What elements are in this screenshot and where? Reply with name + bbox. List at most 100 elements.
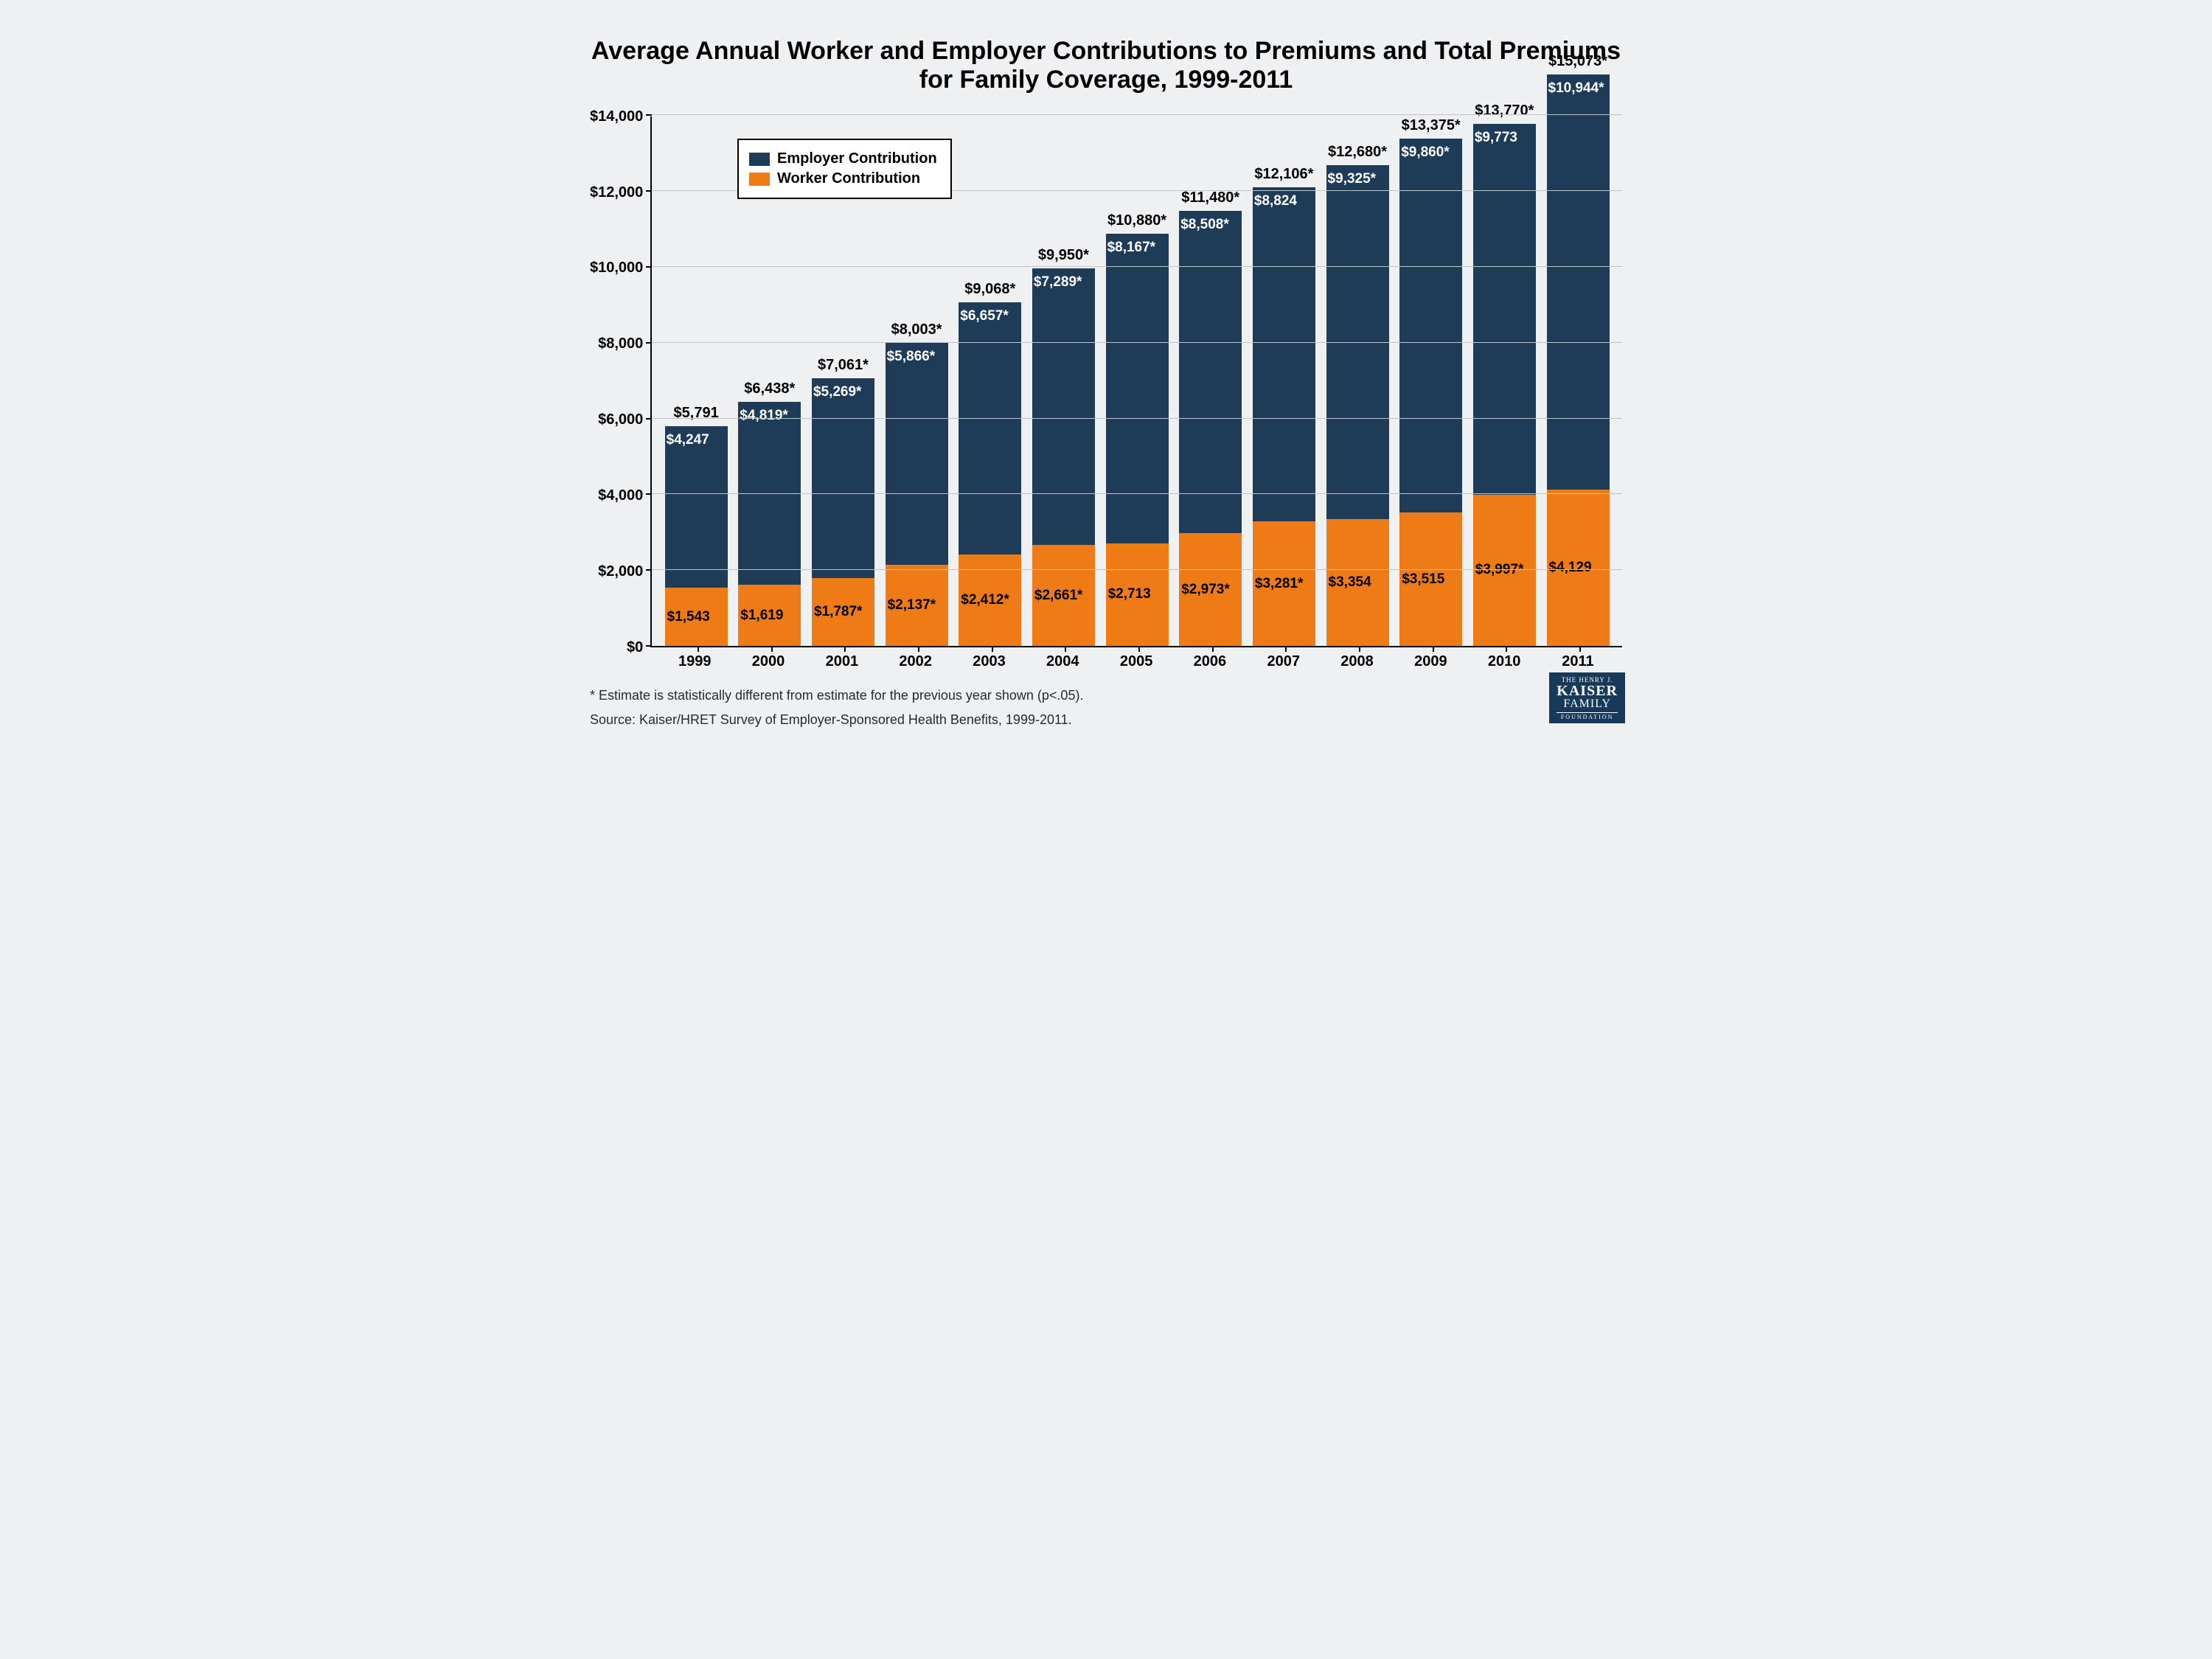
bar-stack: $4,129 $10,944* — [1547, 74, 1610, 646]
x-tick-label: 2005 — [1105, 653, 1168, 670]
logo-line-2: KAISER — [1557, 684, 1618, 698]
bar-segment-employer: $9,860* — [1399, 139, 1462, 512]
bar-group: $2,412*$6,657*$9,068* — [959, 302, 1021, 646]
x-tick-mark — [992, 646, 993, 652]
legend-item: Worker Contribution — [749, 170, 937, 187]
bar-stack: $2,973*$8,508* — [1179, 211, 1242, 646]
x-tick-label: 2000 — [737, 653, 800, 670]
employer-value-label: $6,657* — [960, 308, 1009, 324]
employer-value-label: $5,866* — [887, 349, 936, 365]
x-tick-label: 1999 — [664, 653, 726, 670]
x-tick-label: 2009 — [1399, 653, 1462, 670]
x-tick-mark — [1579, 646, 1581, 652]
worker-value-label: $1,543 — [667, 609, 710, 625]
bar-segment-employer: $8,824 — [1253, 187, 1315, 522]
bar-segment-worker: $4,129 — [1547, 490, 1610, 646]
employer-value-label: $8,824 — [1254, 193, 1297, 209]
bar-segment-worker: $2,412* — [959, 554, 1021, 646]
logo-line-4: FOUNDATION — [1557, 712, 1618, 720]
bar-group: $3,997*$9,773$13,770* — [1473, 124, 1536, 646]
x-tick-mark — [1065, 646, 1066, 652]
bar-segment-employer: $5,866* — [886, 343, 948, 566]
legend: Employer Contribution Worker Contribution — [737, 139, 952, 199]
bar-segment-worker: $2,137* — [886, 565, 948, 646]
x-tick-label: 2010 — [1473, 653, 1536, 670]
bar-segment-employer: $7,289* — [1032, 268, 1095, 545]
bar-group: $1,543$4,247$5,791 — [665, 426, 728, 646]
y-tick-mark — [646, 493, 652, 495]
employer-value-label: $4,247 — [667, 432, 709, 448]
bar-segment-employer: $6,657* — [959, 302, 1021, 554]
kaiser-logo: THE HENRY J. KAISER FAMILY FOUNDATION — [1549, 672, 1625, 723]
x-tick-mark — [918, 646, 919, 652]
bar-segment-worker: $2,973* — [1179, 533, 1242, 646]
footnote: * Estimate is statistically different fr… — [590, 688, 1622, 703]
total-value-label: $11,480* — [1181, 189, 1239, 206]
bar-segment-worker: $3,515 — [1399, 512, 1462, 646]
x-tick-label: 2006 — [1178, 653, 1241, 670]
bar-segment-worker: $2,661* — [1032, 545, 1095, 646]
total-value-label: $5,791 — [674, 405, 719, 422]
grid-line — [652, 114, 1622, 115]
grid-line — [652, 342, 1622, 343]
x-tick-label: 2011 — [1546, 653, 1609, 670]
bar-segment-worker: $3,281* — [1253, 521, 1315, 646]
worker-value-label: $3,515 — [1402, 571, 1444, 588]
worker-value-label: $3,354 — [1329, 574, 1371, 591]
bar-stack: $2,661*$7,289* — [1032, 268, 1095, 646]
x-tick-mark — [1433, 646, 1434, 652]
bar-group: $1,619$4,819*$6,438* — [738, 402, 801, 646]
y-tick-mark — [646, 418, 652, 420]
legend-item: Employer Contribution — [749, 150, 937, 167]
worker-value-label: $2,973* — [1181, 582, 1230, 598]
bar-stack: $3,354$9,325* — [1326, 165, 1389, 646]
x-tick-mark — [1359, 646, 1360, 652]
bar-stack: $1,787* $5,269* — [812, 378, 874, 646]
grid-line — [652, 569, 1622, 570]
bar-group: $3,281*$8,824$12,106* — [1253, 187, 1315, 647]
y-tick-mark — [646, 342, 652, 344]
total-value-label: $7,061* — [818, 357, 869, 374]
bar-segment-employer: $9,773 — [1473, 124, 1536, 495]
x-tick-mark — [844, 646, 846, 652]
x-tick-mark — [698, 646, 699, 652]
bar-group: $1,787*$5,269*$7,061* — [812, 378, 874, 646]
bar-group: $2,713$8,167*$10,880* — [1106, 234, 1169, 647]
x-tick-label: 2001 — [810, 653, 873, 670]
bar-stack: $2,713$8,167* — [1106, 234, 1169, 647]
bar-segment-employer: $10,944* — [1547, 74, 1610, 490]
worker-value-label: $2,412* — [961, 592, 1009, 608]
worker-value-label: $2,713 — [1108, 586, 1151, 602]
x-tick-mark — [1285, 646, 1287, 652]
bar-group: $4,129$10,944*$15,073* — [1547, 74, 1610, 646]
bar-stack: $2,412* $6,657* — [959, 302, 1021, 646]
worker-value-label: $1,619 — [740, 608, 783, 624]
chart-area: Employer Contribution Worker Contribution… — [590, 116, 1622, 670]
x-tick-label: 2002 — [884, 653, 947, 670]
bar-group: $2,661*$7,289*$9,950* — [1032, 268, 1095, 646]
source-line: Source: Kaiser/HRET Survey of Employer-S… — [590, 712, 1622, 728]
x-tick-label: 2008 — [1326, 653, 1388, 670]
employer-value-label: $10,944* — [1548, 80, 1604, 97]
legend-label: Worker Contribution — [777, 170, 920, 187]
grid-line — [652, 418, 1622, 419]
total-value-label: $6,438* — [744, 380, 795, 397]
y-tick-mark — [646, 645, 652, 647]
x-axis: 1999200020012002200320042005200620072008… — [650, 647, 1622, 670]
chart-title: Average Annual Worker and Employer Contr… — [575, 37, 1637, 94]
slide-root: Average Annual Worker and Employer Contr… — [575, 29, 1637, 728]
worker-value-label: $1,787* — [814, 604, 863, 620]
grid-line — [652, 266, 1622, 267]
worker-value-label: $3,281* — [1255, 576, 1304, 592]
bar-segment-employer: $5,269* — [812, 378, 874, 578]
legend-label: Employer Contribution — [777, 150, 937, 167]
x-tick-label: 2003 — [958, 653, 1020, 670]
employer-value-label: $9,860* — [1401, 145, 1450, 161]
bar-segment-worker: $3,997* — [1473, 495, 1536, 647]
legend-swatch — [749, 153, 770, 166]
worker-value-label: $3,997* — [1475, 562, 1524, 578]
bar-stack: $3,997* $9,773 — [1473, 124, 1536, 646]
total-value-label: $8,003* — [891, 321, 942, 338]
bar-stack: $3,281* $8,824 — [1253, 187, 1315, 647]
y-tick-mark — [646, 569, 652, 571]
